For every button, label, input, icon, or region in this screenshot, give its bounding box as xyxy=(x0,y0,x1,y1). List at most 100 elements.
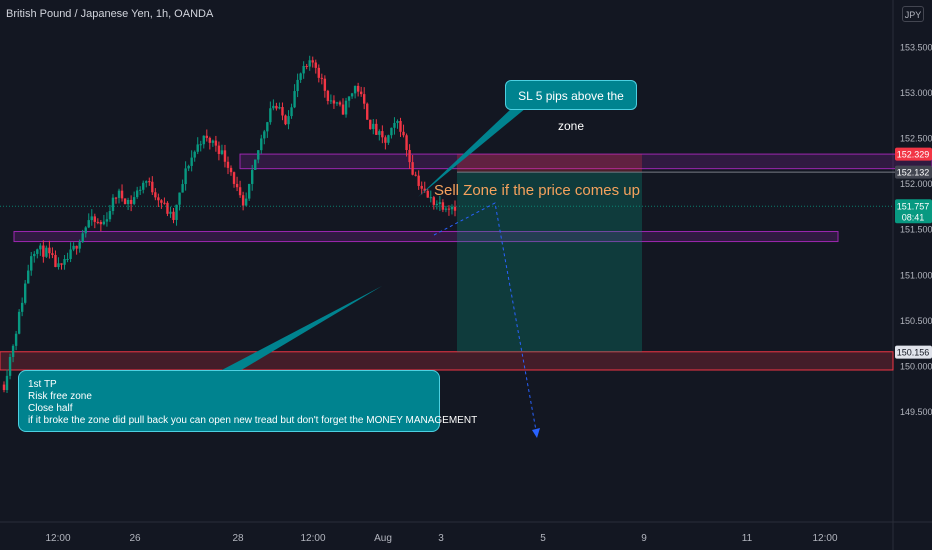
price-tag xyxy=(895,345,932,359)
x-tick-label: 9 xyxy=(641,533,647,544)
candle-body xyxy=(205,135,208,138)
candle-body xyxy=(139,189,142,191)
candle-body xyxy=(163,202,166,204)
candle xyxy=(444,205,448,213)
candle-body xyxy=(375,123,378,135)
candle-body xyxy=(172,211,175,220)
candle-body xyxy=(432,197,436,205)
candle xyxy=(311,56,314,68)
candle xyxy=(232,171,236,188)
candle-body xyxy=(426,190,429,198)
candle-body xyxy=(302,65,305,74)
candle-body xyxy=(399,120,402,132)
candle xyxy=(260,134,263,154)
candle-body xyxy=(108,210,112,220)
candle-body xyxy=(20,302,24,312)
candle xyxy=(299,72,302,83)
candle-body xyxy=(344,100,348,115)
candle xyxy=(90,209,93,226)
candle-body xyxy=(341,104,345,115)
candle-body xyxy=(36,249,39,254)
candle xyxy=(441,199,445,213)
candle xyxy=(51,247,54,259)
candle-body xyxy=(151,181,154,193)
sl-callout[interactable]: SL 5 pips above the zone xyxy=(505,80,637,133)
candle xyxy=(178,192,181,211)
candle xyxy=(378,129,381,141)
sell-zone-label[interactable]: Sell Zone if the price comes up xyxy=(434,182,640,199)
y-tick-label: 150.000 xyxy=(900,361,932,371)
x-tick-label: 11 xyxy=(742,533,753,544)
candle-body xyxy=(181,184,184,193)
candle-body xyxy=(323,78,327,91)
y-tick-label: 151.500 xyxy=(900,225,932,235)
candle xyxy=(193,150,196,162)
candle xyxy=(30,251,33,276)
candle-body xyxy=(175,204,178,220)
candle-body xyxy=(51,253,54,255)
candle xyxy=(338,100,342,107)
candle-body xyxy=(390,127,393,136)
candle-body xyxy=(356,85,360,92)
candle xyxy=(326,89,330,105)
tp-callout-pointer xyxy=(218,286,382,372)
candle xyxy=(320,73,324,85)
candle xyxy=(160,199,163,209)
candle-body xyxy=(244,198,248,206)
candle xyxy=(217,141,221,161)
tp-callout[interactable]: 1st TP Risk free zone Close half if it b… xyxy=(18,370,477,432)
zone-rect xyxy=(0,351,894,371)
candle-body xyxy=(384,137,387,143)
candle xyxy=(429,190,432,203)
candle xyxy=(272,99,275,111)
candle-body xyxy=(220,150,224,154)
candle-body xyxy=(48,247,51,254)
candle-body xyxy=(320,77,324,79)
candle-body xyxy=(217,145,221,154)
candle xyxy=(393,117,396,135)
candle-body xyxy=(202,135,205,145)
candle xyxy=(281,102,284,121)
candle-body xyxy=(214,140,218,146)
candle-body xyxy=(42,245,45,257)
candle-body xyxy=(311,60,314,63)
candle-body xyxy=(190,157,193,166)
candle xyxy=(402,124,405,138)
candle xyxy=(254,159,257,171)
candle xyxy=(11,344,15,363)
candle xyxy=(45,245,48,259)
candle-body xyxy=(184,168,187,185)
candle xyxy=(278,102,281,110)
candle-body xyxy=(169,211,172,214)
candle-body xyxy=(335,102,339,104)
candle-body xyxy=(447,208,451,210)
y-tick-label: 153.500 xyxy=(900,43,932,53)
price-tag-label: 152.329 xyxy=(897,150,930,160)
candle xyxy=(157,193,160,207)
price-tag xyxy=(895,147,932,161)
candle-body xyxy=(8,356,12,376)
y-tick-label: 153.000 xyxy=(900,88,932,98)
symbol-title[interactable]: British Pound / Japanese Yen, 1h, OANDA xyxy=(6,8,214,20)
candle xyxy=(296,73,299,98)
candle xyxy=(293,84,296,109)
candle-body xyxy=(196,144,199,152)
candle xyxy=(145,180,148,188)
currency-button[interactable]: JPY xyxy=(902,6,924,22)
candle-body xyxy=(314,62,317,68)
candle-body xyxy=(193,151,196,158)
candle-body xyxy=(135,190,139,198)
tp-callout-line: 1st TP xyxy=(28,379,57,390)
candle xyxy=(20,297,24,317)
candle-body xyxy=(396,120,399,123)
candle xyxy=(78,239,81,253)
candle-body xyxy=(30,256,33,271)
candle xyxy=(36,248,39,259)
candle xyxy=(247,183,251,201)
candle-body xyxy=(60,263,63,265)
position-stop-box xyxy=(457,154,642,173)
candle-body xyxy=(290,107,293,117)
candle xyxy=(208,136,212,150)
